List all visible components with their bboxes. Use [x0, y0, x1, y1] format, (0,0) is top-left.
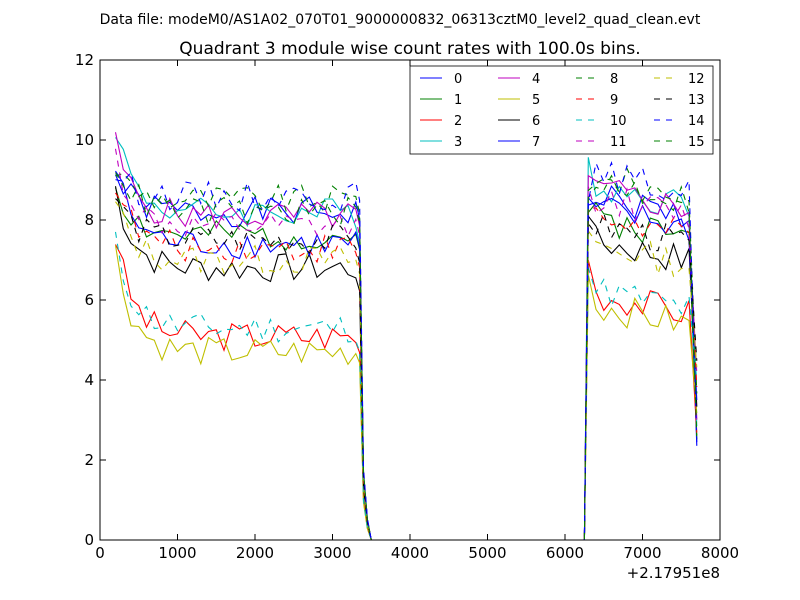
x-tick-label: 4000 [391, 544, 429, 562]
legend-label-15: 15 [688, 135, 705, 150]
series-line-7 [115, 170, 698, 541]
legend-label-13: 13 [688, 93, 705, 108]
y-tick-label: 12 [75, 51, 94, 69]
x-tick-label: 6000 [546, 544, 584, 562]
series-line-15 [115, 172, 698, 541]
series-line-8 [115, 166, 698, 541]
x-tick-label: 5000 [468, 544, 506, 562]
series-layer [114, 132, 698, 541]
legend-label-11: 11 [610, 135, 627, 150]
x-tick-label: 7000 [623, 544, 661, 562]
x-tick-label: 1000 [158, 544, 196, 562]
legend-label-6: 6 [532, 114, 540, 129]
legend-label-4: 4 [532, 72, 540, 87]
x-tick-label: 0 [95, 544, 105, 562]
x-tick-label: 8000 [701, 544, 739, 562]
legend-label-5: 5 [532, 93, 540, 108]
x-offset-label: +2.17951e8 [627, 564, 720, 582]
x-tick-label: 3000 [313, 544, 351, 562]
legend-label-2: 2 [454, 114, 462, 129]
y-tick-label: 10 [75, 131, 94, 149]
legend-frame [409, 65, 714, 155]
suptitle: Data file: modeM0/AS1A02_070T01_90000008… [100, 12, 701, 28]
series-line-4 [114, 132, 698, 541]
series-line-12 [115, 201, 698, 541]
legend-label-10: 10 [610, 114, 627, 129]
y-tick-label: 8 [84, 211, 94, 229]
series-line-3 [115, 137, 698, 541]
series-line-6 [114, 186, 698, 541]
y-tick-label: 0 [84, 531, 94, 549]
y-tick-label: 4 [84, 371, 94, 389]
legend-label-3: 3 [454, 135, 462, 150]
legend-label-8: 8 [610, 72, 618, 87]
legend-label-7: 7 [532, 135, 540, 150]
y-tick-label: 6 [84, 291, 94, 309]
series-line-14 [115, 161, 698, 541]
x-tick-label: 2000 [236, 544, 274, 562]
series-line-5 [114, 245, 698, 541]
series-line-9 [115, 192, 698, 541]
legend-label-14: 14 [688, 114, 705, 129]
chart-title: Quadrant 3 module wise count rates with … [179, 39, 640, 59]
x-axis: 0 1000 2000 3000 4000 5000 6000 7000 8000 [95, 60, 739, 562]
legend-label-0: 0 [454, 72, 462, 87]
legend-label-1: 1 [454, 93, 462, 108]
legend-label-9: 9 [610, 93, 618, 108]
y-tick-label: 2 [84, 451, 94, 469]
series-line-2 [115, 244, 698, 541]
legend-label-12: 12 [688, 72, 705, 87]
